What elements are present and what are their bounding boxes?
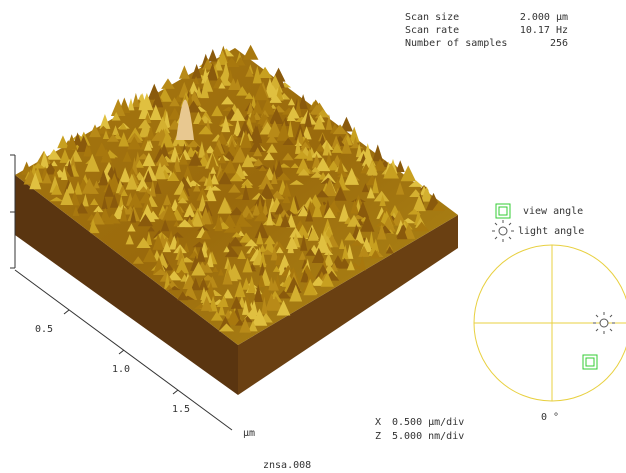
afm-view: 0.5 1.0 1.5 µm Scan size 2.000 µm Scan r… — [0, 0, 626, 473]
view-marker — [586, 358, 594, 366]
filename: znsa.008 — [263, 460, 311, 471]
info-label: Scan size — [405, 12, 459, 23]
scale-axis: Z — [375, 431, 381, 442]
view-icon — [496, 204, 510, 218]
view-icon — [499, 207, 507, 215]
x-tick — [64, 310, 69, 314]
x-tick — [119, 350, 124, 354]
peak — [57, 135, 68, 148]
peak — [208, 49, 218, 62]
x-tick — [173, 390, 178, 394]
info-value: 2.000 µm — [520, 12, 568, 23]
info-label: Number of samples — [405, 38, 507, 49]
legend-label: view angle — [523, 206, 583, 217]
scale-axis: X — [375, 417, 381, 428]
light-icon — [492, 220, 514, 242]
info-value: 256 — [550, 38, 568, 49]
peak — [179, 65, 190, 78]
peak — [161, 78, 175, 88]
scale-value: 5.000 nm/div — [392, 431, 464, 442]
x-tick-label: 0.5 — [35, 324, 53, 335]
angle-label: 0 ° — [541, 412, 559, 423]
x-tick-label: 1.5 — [172, 404, 190, 415]
x-tick-label: 1.0 — [112, 364, 130, 375]
info-value: 10.17 Hz — [520, 25, 568, 36]
legend-label: light angle — [518, 226, 584, 237]
peak — [396, 160, 405, 172]
view-marker — [583, 355, 597, 369]
info-label: Scan rate — [405, 25, 459, 36]
x-unit: µm — [243, 428, 255, 439]
scale-value: 0.500 µm/div — [392, 417, 464, 428]
peak — [243, 45, 259, 60]
